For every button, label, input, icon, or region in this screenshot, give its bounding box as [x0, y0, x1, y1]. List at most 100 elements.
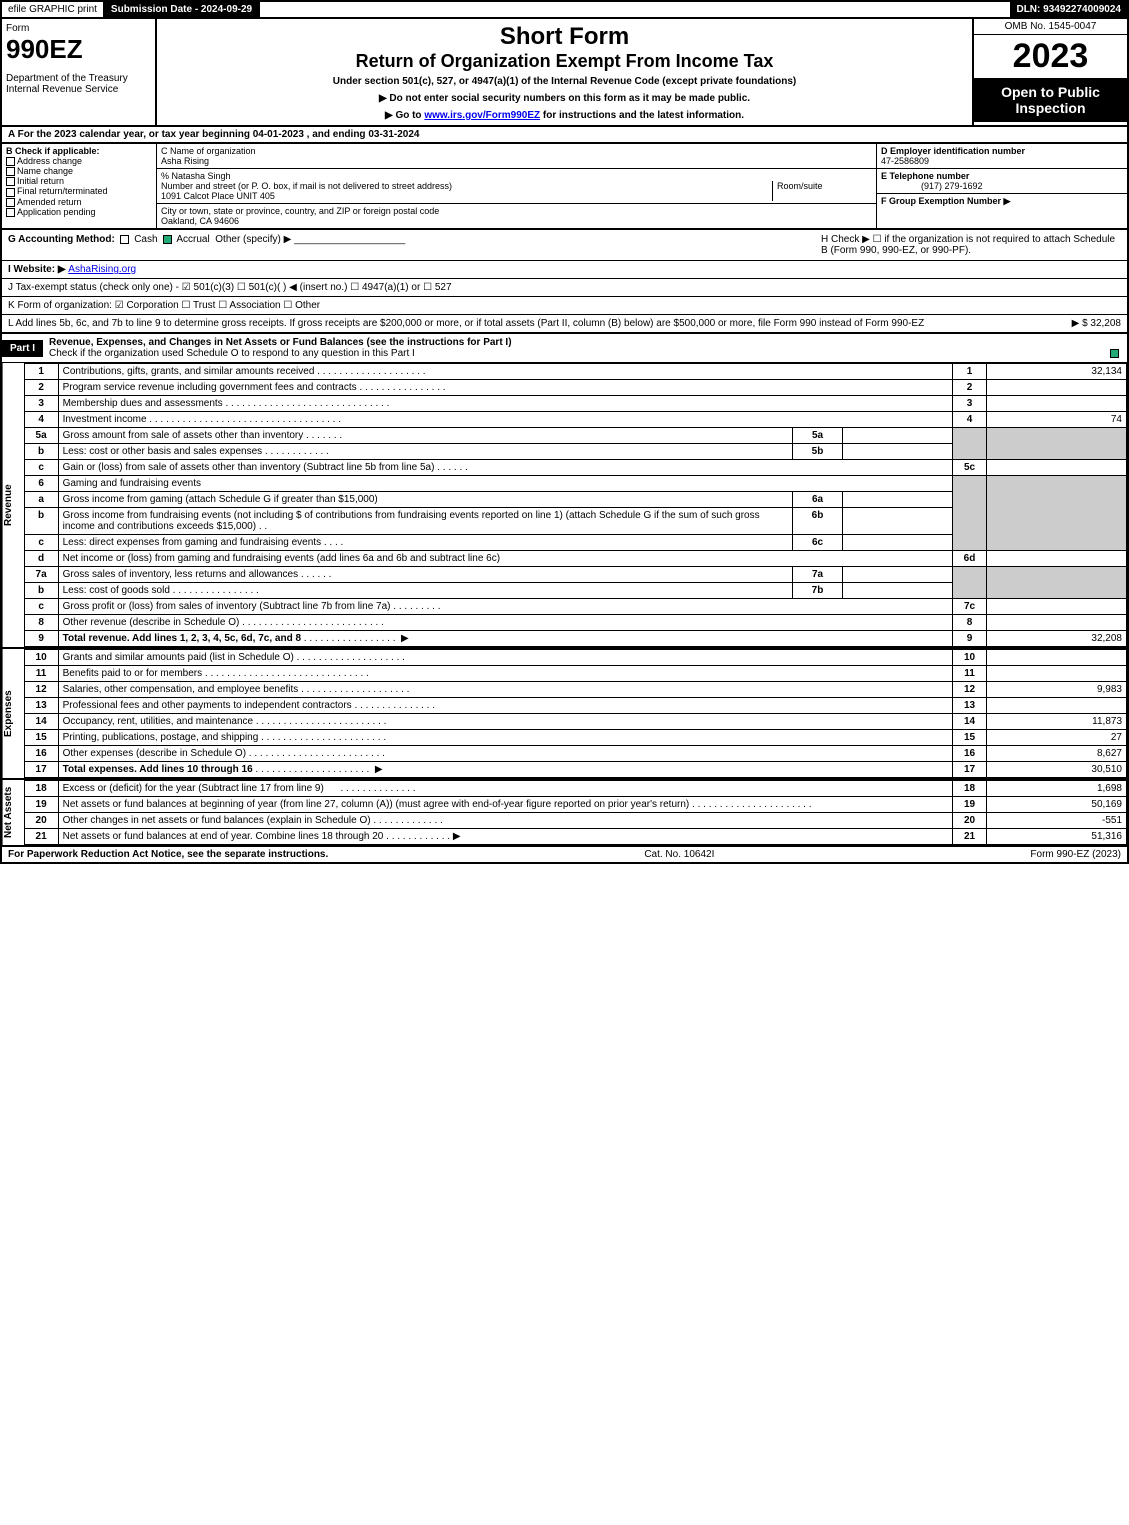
ln14-r: 14 [953, 714, 987, 730]
e-label: E Telephone number [881, 171, 969, 181]
form-label: Form [6, 23, 151, 34]
expenses-section: Expenses 10Grants and similar amounts pa… [0, 649, 1129, 780]
note-ssn: ▶ Do not enter social security numbers o… [165, 93, 964, 104]
ln2-num: 2 [24, 380, 58, 396]
ln6d-num: d [24, 551, 58, 567]
ln10-num: 10 [24, 650, 58, 666]
ln21-num: 21 [24, 829, 58, 845]
ln10-r: 10 [953, 650, 987, 666]
footer: For Paperwork Reduction Act Notice, see … [0, 847, 1129, 864]
g-accrual[interactable]: Accrual [176, 234, 209, 245]
ln12-num: 12 [24, 682, 58, 698]
ln17-r: 17 [953, 762, 987, 778]
ln5c-amt [987, 460, 1127, 476]
c-label: C Name of organization [161, 146, 256, 156]
ln9-r: 9 [953, 631, 987, 647]
form-header: Form 990EZ Department of the Treasury In… [0, 19, 1129, 127]
chk-address-change[interactable]: Address change [17, 156, 82, 166]
part1-header: Part I Revenue, Expenses, and Changes in… [0, 333, 1129, 363]
ln6b-ib: 6b [793, 508, 843, 535]
ln18-r: 18 [953, 781, 987, 797]
revenue-section: Revenue 1Contributions, gifts, grants, a… [0, 363, 1129, 649]
ln7b-desc: Less: cost of goods sold [63, 585, 170, 596]
chk-final-return[interactable]: Final return/terminated [17, 186, 108, 196]
ln7c-amt [987, 599, 1127, 615]
ln5a-val [843, 428, 953, 444]
ln20-r: 20 [953, 813, 987, 829]
section-bcdef: B Check if applicable: Address change Na… [0, 144, 1129, 230]
ln20-num: 20 [24, 813, 58, 829]
expenses-table: 10 Grants and similar amounts paid (list … [24, 649, 1127, 778]
ln13-num: 13 [24, 698, 58, 714]
ln6b-num: b [24, 508, 58, 535]
ln5c-num: c [24, 460, 58, 476]
chk-application-pending[interactable]: Application pending [17, 207, 96, 217]
chk-initial-return[interactable]: Initial return [17, 176, 64, 186]
ln12-r: 12 [953, 682, 987, 698]
ln20-desc: Other changes in net assets or fund bala… [63, 815, 371, 826]
ln21-desc: Net assets or fund balances at end of ye… [63, 831, 384, 842]
title-return: Return of Organization Exempt From Incom… [165, 51, 964, 72]
ln5c-desc: Gain or (loss) from sale of assets other… [63, 462, 435, 473]
ln6c-num: c [24, 535, 58, 551]
ln6d-r: 6d [953, 551, 987, 567]
ln6-desc: Gaming and fundraising events [58, 476, 952, 492]
ln13-desc: Professional fees and other payments to … [63, 700, 352, 711]
ln19-num: 19 [24, 797, 58, 813]
org-name: Asha Rising [161, 156, 209, 166]
ln5b-ib: 5b [793, 444, 843, 460]
ln7a-num: 7a [24, 567, 58, 583]
ln18-num: 18 [24, 781, 58, 797]
ln7a-desc: Gross sales of inventory, less returns a… [63, 569, 298, 580]
ln17-amt: 30,510 [987, 762, 1127, 778]
ln19-desc: Net assets or fund balances at beginning… [63, 799, 690, 810]
street-address: 1091 Calcot Place UNIT 405 [161, 191, 275, 201]
addr-label: Number and street (or P. O. box, if mail… [161, 181, 452, 191]
ln16-num: 16 [24, 746, 58, 762]
ln8-r: 8 [953, 615, 987, 631]
ln11-amt [987, 666, 1127, 682]
col-de: D Employer identification number 47-2586… [877, 144, 1127, 228]
footer-form: Form 990-EZ (2023) [1030, 849, 1121, 860]
ln11-num: 11 [24, 666, 58, 682]
ln6c-val [843, 535, 953, 551]
ln6b-val [843, 508, 953, 535]
g-cash[interactable]: Cash [134, 234, 157, 245]
ln15-amt: 27 [987, 730, 1127, 746]
efile-print[interactable]: efile GRAPHIC print [2, 2, 105, 17]
website-link[interactable]: AshaRising.org [68, 264, 136, 275]
ln9-desc: Total revenue. Add lines 1, 2, 3, 4, 5c,… [63, 633, 301, 644]
city-label: City or town, state or province, country… [161, 206, 439, 216]
ln13-r: 13 [953, 698, 987, 714]
j-tax-exempt: J Tax-exempt status (check only one) - ☑… [8, 282, 452, 293]
ln3-amt [987, 396, 1127, 412]
netassets-section: Net Assets 18Excess or (deficit) for the… [0, 780, 1129, 847]
i-label: I Website: ▶ [8, 264, 66, 275]
col-c: C Name of organization Asha Rising % Nat… [157, 144, 877, 228]
chk-amended-return[interactable]: Amended return [17, 197, 82, 207]
ln8-num: 8 [24, 615, 58, 631]
ln1-r: 1 [953, 364, 987, 380]
row-gh: G Accounting Method: Cash Accrual Other … [0, 230, 1129, 261]
part1-checkbox[interactable] [1110, 349, 1119, 358]
irs-link[interactable]: www.irs.gov/Form990EZ [424, 110, 540, 121]
ln6d-desc: Net income or (loss) from gaming and fun… [58, 551, 952, 567]
chk-name-change[interactable]: Name change [17, 166, 73, 176]
ln7b-num: b [24, 583, 58, 599]
g-other[interactable]: Other (specify) ▶ [215, 234, 291, 245]
f-label: F Group Exemption Number ▶ [881, 196, 1010, 206]
ln10-desc: Grants and similar amounts paid (list in… [63, 652, 294, 663]
ln10-amt [987, 650, 1127, 666]
ln4-num: 4 [24, 412, 58, 428]
col-b: B Check if applicable: Address change Na… [2, 144, 157, 228]
ln5b-val [843, 444, 953, 460]
ln5c-r: 5c [953, 460, 987, 476]
dept-treasury: Department of the Treasury [6, 73, 151, 84]
care-of: % Natasha Singh [161, 171, 231, 181]
ln6c-ib: 6c [793, 535, 843, 551]
ln5a-num: 5a [24, 428, 58, 444]
ln21-amt: 51,316 [987, 829, 1127, 845]
telephone: (917) 279-1692 [881, 181, 983, 191]
revenue-table: 1Contributions, gifts, grants, and simil… [24, 363, 1127, 647]
footer-catno: Cat. No. 10642I [328, 849, 1030, 860]
